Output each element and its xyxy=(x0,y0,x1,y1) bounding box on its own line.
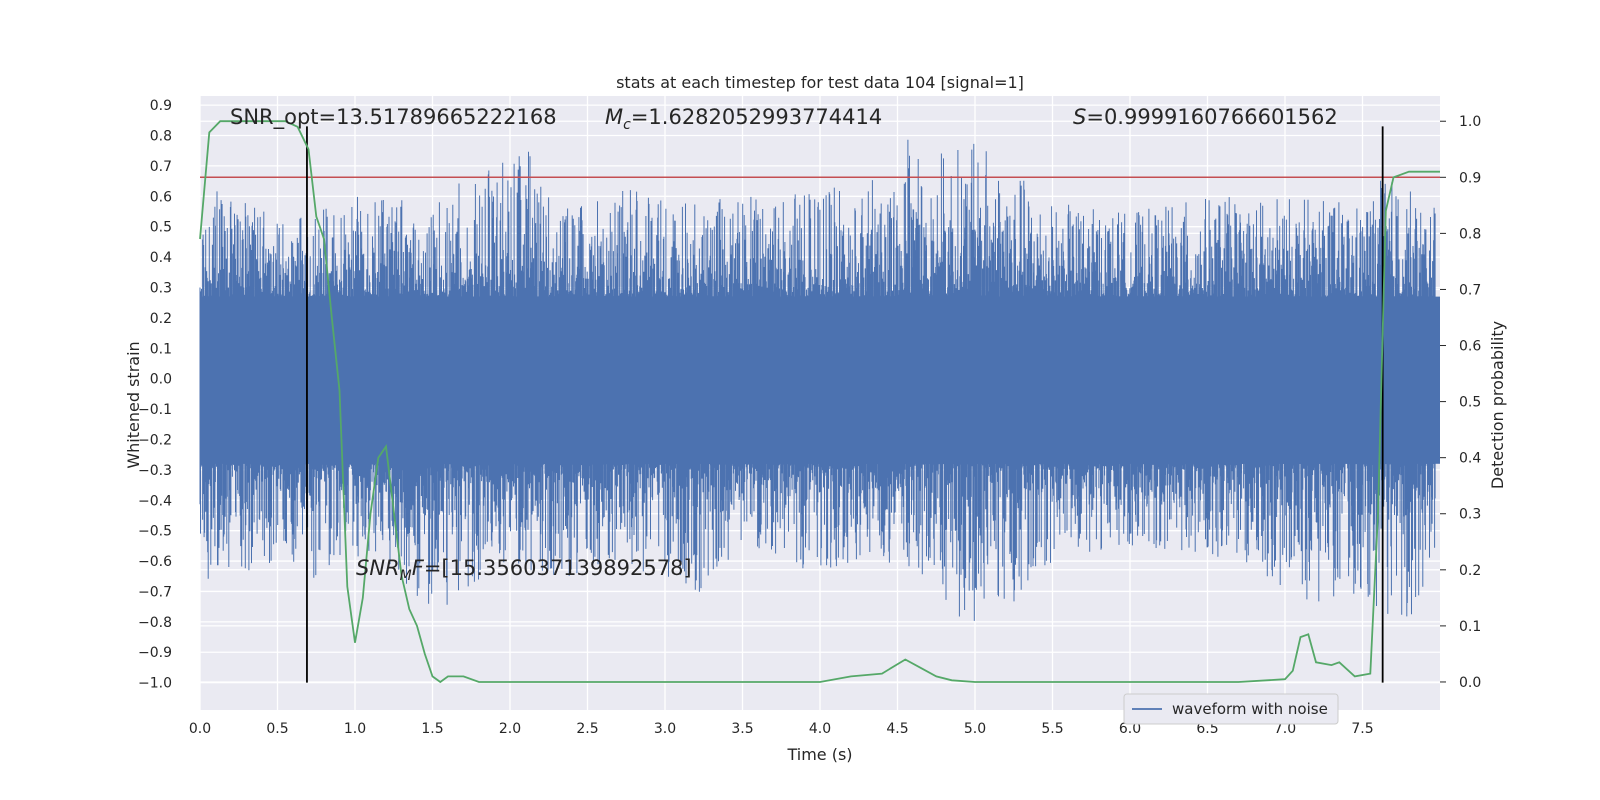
y-right-tick-label: 0.2 xyxy=(1459,563,1481,579)
y-right-tick-label: 0.3 xyxy=(1459,507,1481,523)
y-left-tick-label: 0.7 xyxy=(150,159,172,175)
x-tick-label: 2.5 xyxy=(576,721,598,737)
snr-mf-annotation: SNRMF=[15.356037139892578] xyxy=(356,556,692,584)
chart-title: stats at each timestep for test data 104… xyxy=(616,73,1024,92)
y-right-tick-label: 0.6 xyxy=(1459,339,1481,355)
x-tick-label: 6.0 xyxy=(1119,721,1141,737)
x-tick-label: 3.0 xyxy=(654,721,676,737)
y-right-tick-label: 0.0 xyxy=(1459,675,1481,691)
y-left-tick-label: 0.0 xyxy=(150,372,172,388)
y-right-tick-label: 0.7 xyxy=(1459,282,1481,298)
x-ticks: 0.0 0.5 1.0 1.5 2.0 2.5 3.0 3.5 4.0 4.5 5.0 5.5 6.0 6… xyxy=(189,721,1374,737)
y-left-tick-label: −1.0 xyxy=(138,676,172,692)
x-tick-label: 7.5 xyxy=(1351,721,1373,737)
chirp-mass-subscript: c xyxy=(623,117,631,133)
y-left-tick-label: −0.4 xyxy=(138,493,172,509)
snr-mf-value: =[15.356037139892578] xyxy=(424,556,692,580)
x-tick-label: 7.0 xyxy=(1274,721,1296,737)
y-left-tick-label: 0.3 xyxy=(150,280,172,296)
y-right-tick-label: 0.9 xyxy=(1459,170,1481,186)
y-left-tick-label: 0.1 xyxy=(150,341,172,357)
y-right-tick-label: 1.0 xyxy=(1459,114,1481,130)
snr-mf-f: F xyxy=(412,556,425,580)
y-left-tick-label: −0.6 xyxy=(138,554,172,570)
x-tick-label: 0.0 xyxy=(189,721,211,737)
snr-opt-annotation: SNR_opt=13.51789665222168 xyxy=(230,105,557,130)
y-left-tick-label: 0.6 xyxy=(150,189,172,205)
y-left-tick-label: −0.1 xyxy=(138,402,172,418)
x-tick-label: 1.0 xyxy=(344,721,366,737)
x-tick-label: 0.5 xyxy=(266,721,288,737)
y-left-tick-label: 0.4 xyxy=(150,250,172,266)
y-right-tick-label: 0.4 xyxy=(1459,451,1481,467)
legend-label-waveform: waveform with noise xyxy=(1172,700,1328,718)
spin-symbol: S xyxy=(1073,105,1086,129)
legend: waveform with noise xyxy=(1123,693,1339,725)
y-right-tick-label: 0.1 xyxy=(1459,619,1481,635)
y-left-tick-label: −0.3 xyxy=(138,463,172,479)
probability-series xyxy=(199,120,1440,684)
x-axis-label: Time (s) xyxy=(786,745,852,764)
y-left-tick-label: 0.2 xyxy=(150,311,172,327)
legend-box xyxy=(1123,693,1339,725)
probability-line xyxy=(199,120,1440,684)
y-left-tick-label: 0.8 xyxy=(150,129,172,145)
spin-value: =0.9999160766601562 xyxy=(1086,105,1337,129)
y-left-tick-label: −0.7 xyxy=(138,584,172,600)
x-tick-label: 3.5 xyxy=(731,721,753,737)
y-left-tick-label: −0.8 xyxy=(138,615,172,631)
waveform-series xyxy=(199,139,1440,621)
spin-annotation: S=0.9999160766601562 xyxy=(1073,105,1338,129)
y-left-tick-label: 0.5 xyxy=(150,220,172,236)
x-tick-label: 5.5 xyxy=(1041,721,1063,737)
x-tick-label: 5.0 xyxy=(964,721,986,737)
chirp-mass-symbol: M xyxy=(605,105,623,129)
y-right-ticks: 1.0 0.9 0.8 0.7 0.6 0.5 0.4 0.3 0.2 0.1 0.0 xyxy=(1440,114,1481,691)
x-tick-label: 6.5 xyxy=(1196,721,1218,737)
chirp-mass-value: =1.6282052993774414 xyxy=(631,105,882,129)
chirp-mass-annotation: Mc=1.6282052993774414 xyxy=(605,105,882,133)
y-left-axis-label: Whitened strain xyxy=(124,341,143,468)
y-left-tick-label: −0.5 xyxy=(138,524,172,540)
y-left-tick-label: −0.9 xyxy=(138,645,172,661)
x-tick-label: 1.5 xyxy=(421,721,443,737)
x-tick-label: 2.0 xyxy=(499,721,521,737)
y-left-tick-label: −0.2 xyxy=(138,432,172,448)
y-left-tick-label: 0.9 xyxy=(150,98,172,114)
y-left-ticks: 0.9 0.8 0.7 0.6 0.5 0.4 0.3 0.2 0.1 0.0 −0.1 −0.2 −0… xyxy=(138,98,172,692)
y-right-tick-label: 0.8 xyxy=(1459,226,1481,242)
x-tick-label: 4.5 xyxy=(886,721,908,737)
snr-mf-subscript: M xyxy=(400,568,412,584)
vertical-markers xyxy=(306,126,1384,683)
x-tick-label: 4.0 xyxy=(809,721,831,737)
snr-mf-symbol: SNR xyxy=(356,556,400,580)
y-right-axis-label: Detection probability xyxy=(1488,321,1507,489)
y-right-tick-label: 0.5 xyxy=(1459,395,1481,411)
